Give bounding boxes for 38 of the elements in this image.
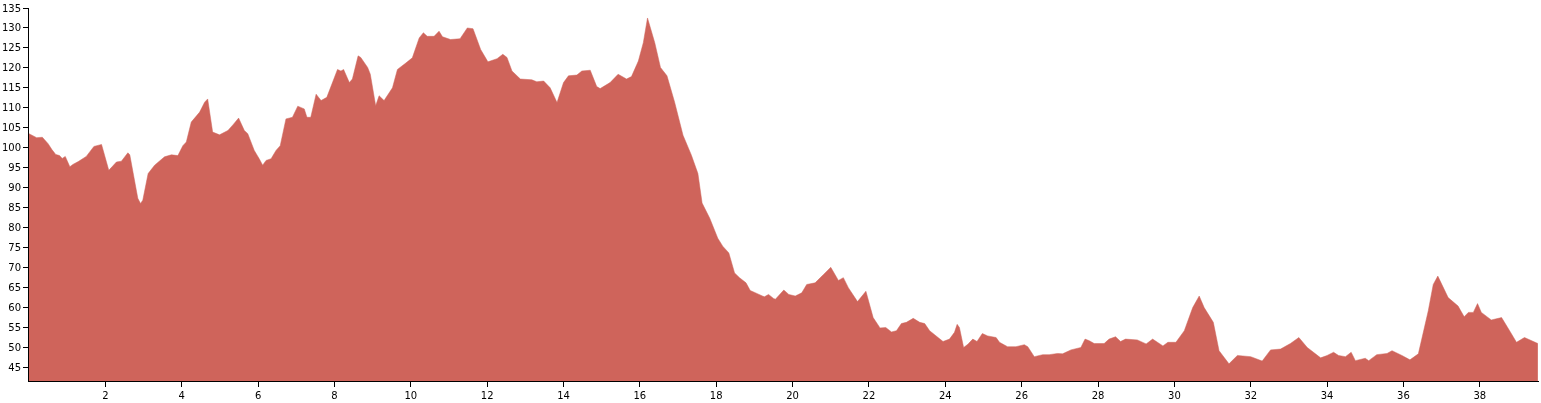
- x-tick-label: 12: [480, 390, 494, 401]
- x-tick-label: 6: [254, 390, 262, 401]
- x-tick-label: 26: [1015, 390, 1029, 401]
- y-tick-label: 45: [8, 361, 21, 373]
- x-tick-label: 10: [404, 390, 418, 401]
- x-tick-label: 38: [1473, 390, 1487, 401]
- x-tick-label: 4: [178, 390, 185, 401]
- y-tick-label: 75: [8, 241, 21, 253]
- y-tick-label: 105: [1, 122, 21, 134]
- x-tick-label: 20: [786, 390, 799, 401]
- y-tick-label: 50: [8, 341, 21, 353]
- y-tick-label: 65: [8, 281, 21, 293]
- x-tick-label: 30: [1168, 390, 1181, 401]
- y-tick-label: 100: [1, 142, 21, 154]
- y-tick-label: 70: [8, 261, 21, 273]
- y-tick-label: 120: [1, 62, 21, 74]
- x-tick-label: 34: [1320, 390, 1334, 401]
- y-tick-label: 125: [1, 42, 21, 54]
- y-tick-label: 115: [1, 82, 21, 94]
- y-tick-label: 85: [8, 201, 21, 213]
- x-tick-label: 16: [633, 390, 647, 401]
- y-tick-label: 135: [1, 2, 21, 14]
- x-tick-label: 8: [331, 390, 338, 401]
- y-tick-label: 130: [1, 22, 21, 34]
- x-tick-label: 18: [709, 390, 723, 401]
- x-tick-label: 36: [1397, 390, 1410, 401]
- x-tick-label: 28: [1091, 390, 1105, 401]
- y-tick-label: 90: [8, 182, 21, 194]
- x-tick-label: 24: [938, 390, 952, 401]
- x-tick-label: 14: [557, 390, 570, 401]
- x-tick-label: 2: [102, 390, 109, 401]
- x-tick-label: 32: [1244, 390, 1258, 401]
- y-tick-label: 60: [8, 301, 21, 313]
- y-tick-label: 55: [8, 321, 21, 333]
- y-tick-label: 110: [1, 102, 21, 114]
- y-tick-label: 80: [8, 221, 21, 233]
- x-tick-label: 22: [862, 390, 876, 401]
- y-tick-label: 95: [8, 162, 21, 174]
